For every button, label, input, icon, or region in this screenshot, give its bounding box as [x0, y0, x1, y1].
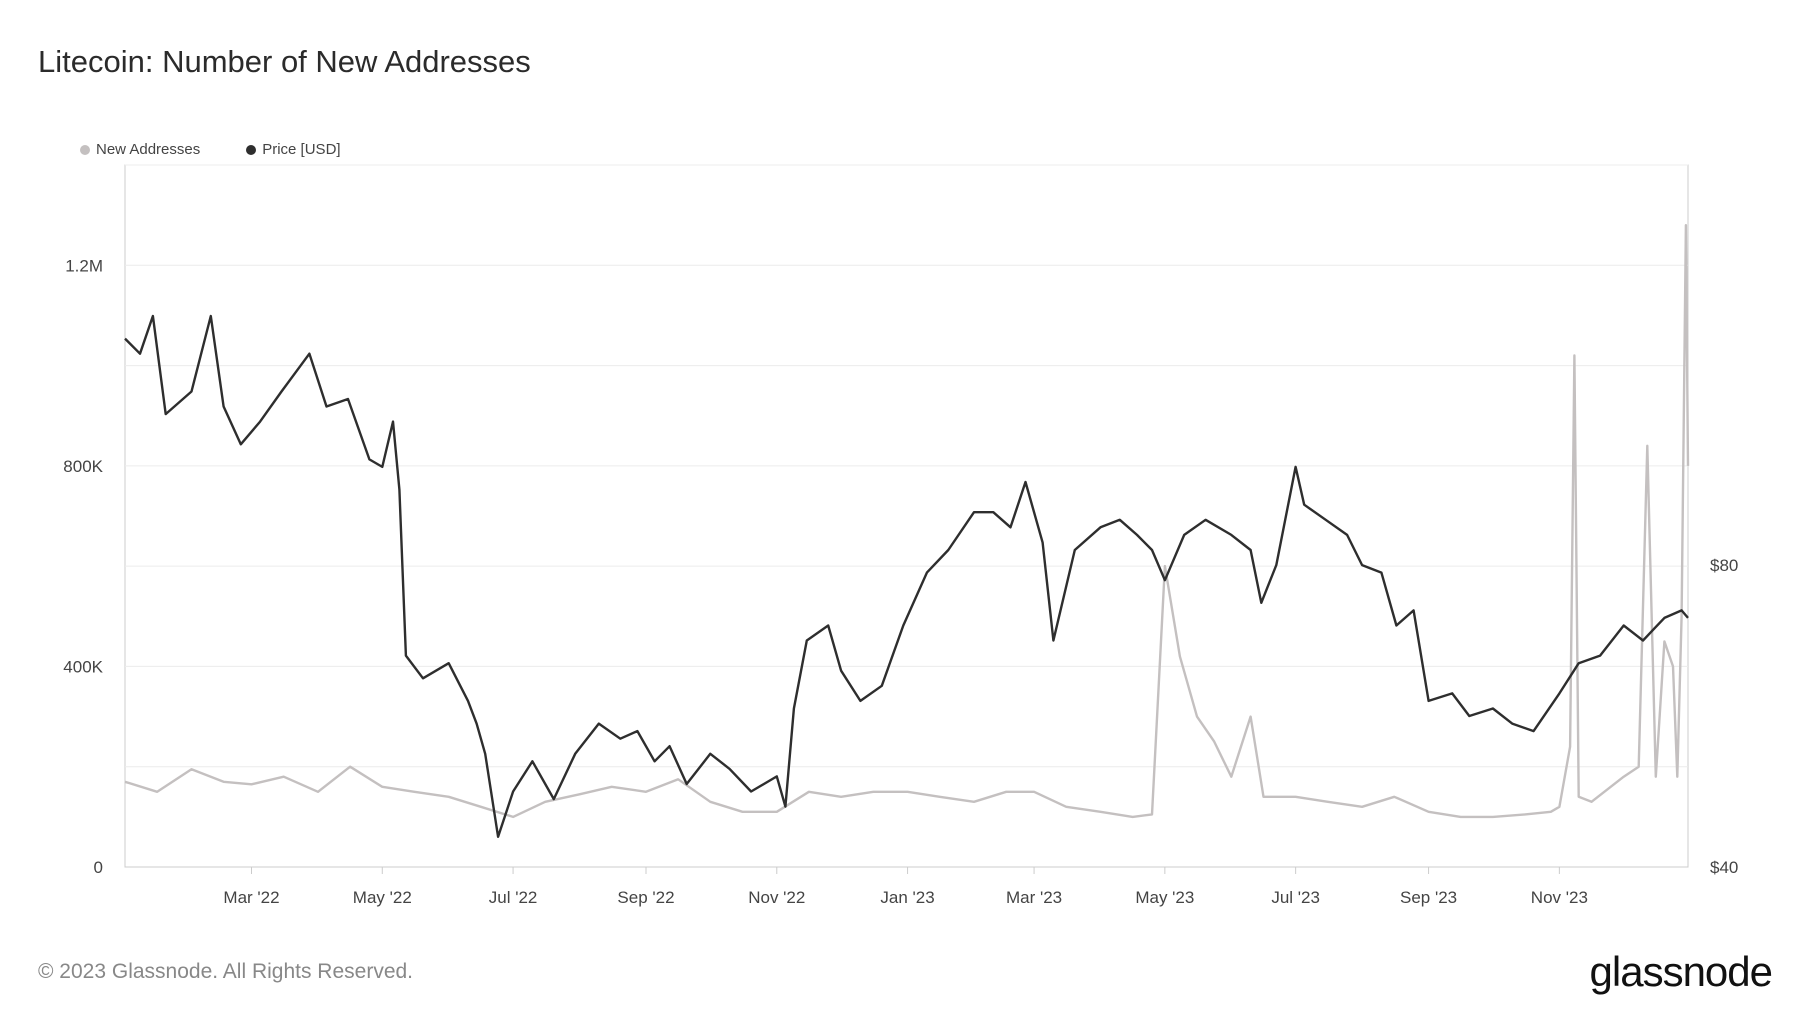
y-right-tick-label: $40 [1710, 858, 1738, 877]
legend-item-price[interactable]: Price [USD] [246, 141, 341, 158]
legend-label: New Addresses [96, 141, 201, 158]
x-tick-label: Jul '22 [489, 888, 538, 907]
x-tick-label: Jan '23 [880, 888, 934, 907]
x-tick-label: May '23 [1135, 888, 1194, 907]
legend-dot-icon [246, 144, 257, 155]
x-tick-label: Sep '23 [1400, 888, 1457, 907]
y-left-tick-label: 800K [63, 457, 103, 476]
legend-item-new-addresses[interactable]: New Addresses [80, 141, 200, 158]
chart-legend: New Addresses Price [USD] [80, 141, 341, 158]
x-tick-label: Nov '23 [1531, 888, 1588, 907]
x-tick-label: Jul '23 [1271, 888, 1320, 907]
page-title: Litecoin: Number of New Addresses [38, 44, 531, 79]
y-left-tick-label: 0 [94, 858, 103, 877]
x-tick-label: May '22 [353, 888, 412, 907]
y-left-tick-label: 400K [63, 657, 103, 676]
plot-frame [124, 164, 1689, 868]
y-left-tick-label: 1.2M [65, 256, 103, 275]
brand-logo: glassnode [1589, 948, 1773, 995]
legend-label: Price [USD] [262, 141, 341, 158]
series-line-price [124, 314, 1689, 838]
copyright-footer: © 2023 Glassnode. All Rights Reserved. [38, 960, 414, 983]
x-tick-label: Nov '22 [748, 888, 805, 907]
series-line-new-addresses [124, 224, 1690, 819]
x-tick-label: Mar '22 [223, 888, 279, 907]
legend-dot-icon [80, 144, 90, 155]
y-right-tick-label: $80 [1710, 556, 1738, 575]
x-tick-label: Mar '23 [1006, 888, 1062, 907]
x-tick-label: Sep '22 [617, 888, 674, 907]
